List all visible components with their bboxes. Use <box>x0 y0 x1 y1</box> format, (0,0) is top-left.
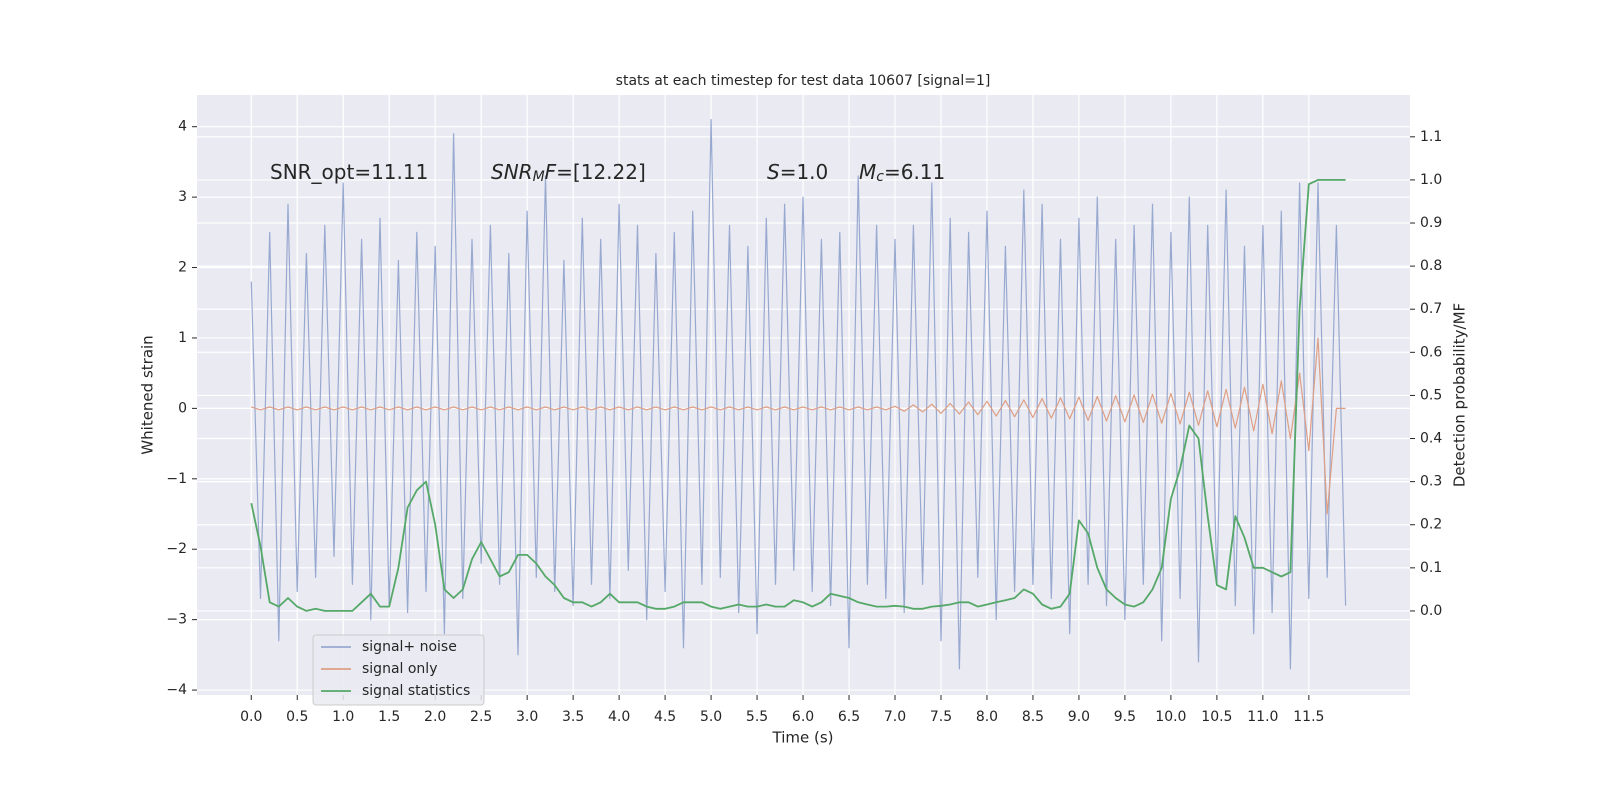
x-tick-label: 0.0 <box>240 709 262 725</box>
x-tick-label: 4.0 <box>608 709 630 725</box>
annotation-part: =6.11 <box>884 160 945 184</box>
series-line <box>250 178 1346 612</box>
y2-tick-label: 0.8 <box>1420 258 1442 274</box>
x-tick-label: 11.0 <box>1247 709 1278 725</box>
legend-label: signal only <box>362 661 437 677</box>
x-tick-label: 1.5 <box>378 709 400 725</box>
annotation-part: c <box>876 169 884 185</box>
annotation: SNR_opt=11.11 <box>270 160 428 184</box>
annotation-part: M <box>859 160 876 184</box>
y2-axis-label: Detection probability/MF <box>1451 303 1469 487</box>
y-tick-label: 1 <box>178 330 187 346</box>
x-tick-label: 2.0 <box>424 709 446 725</box>
annotation-part: SNR <box>491 160 533 184</box>
x-tick-label: 8.5 <box>1022 709 1044 725</box>
legend-label: signal statistics <box>362 683 470 699</box>
x-tick-label: 7.5 <box>930 709 952 725</box>
y2-tick-label: 0.1 <box>1420 560 1442 576</box>
x-tick-label: 3.5 <box>562 709 584 725</box>
y2-tick-label: 0.9 <box>1420 215 1442 231</box>
y2-tick-label: 1.0 <box>1420 172 1442 188</box>
legend-box <box>312 634 485 706</box>
series-line <box>251 337 1346 515</box>
x-axis-label: Time (s) <box>772 729 834 747</box>
legend-label: signal+ noise <box>362 639 457 655</box>
annotation-part: =1.0 <box>780 160 829 184</box>
annotation-part: F <box>545 160 557 184</box>
y-axis-label: Whitened strain <box>139 335 157 454</box>
y-tick-label: −4 <box>166 682 187 698</box>
x-tick-label: 8.0 <box>976 709 998 725</box>
x-tick-label: 5.5 <box>746 709 768 725</box>
y-tick-label: 2 <box>178 260 187 276</box>
chart-title: stats at each timestep for test data 106… <box>616 73 991 89</box>
y-tick-label: −3 <box>166 612 187 628</box>
x-tick-label: 7.0 <box>884 709 906 725</box>
x-tick-label: 6.5 <box>838 709 860 725</box>
x-tick-label: 1.0 <box>332 709 354 725</box>
x-tick-label: 6.0 <box>792 709 814 725</box>
x-tick-label: 0.5 <box>286 709 308 725</box>
annotation-part: M <box>533 169 545 185</box>
y2-tick-label: 0.4 <box>1420 431 1442 447</box>
y2-tick-label: 1.1 <box>1420 129 1442 145</box>
annotation-part: =[12.22] <box>556 160 646 184</box>
annotation: SNRMF=[12.22] <box>491 160 646 185</box>
y-tick-label: −1 <box>166 471 187 487</box>
y2-tick-label: 0.6 <box>1420 344 1442 360</box>
x-tick-label: 5.0 <box>700 709 722 725</box>
series-line <box>250 118 1347 670</box>
y2-tick-label: 0.7 <box>1420 301 1442 317</box>
x-tick-label: 9.5 <box>1114 709 1136 725</box>
annotation-part: SNR_opt=11.11 <box>270 160 428 184</box>
x-tick-label: 10.0 <box>1155 709 1186 725</box>
y2-tick-label: 0.5 <box>1420 387 1442 403</box>
x-tick-label: 3.0 <box>516 709 538 725</box>
y-tick-label: 3 <box>178 189 187 205</box>
y2-tick-label: 0.3 <box>1420 474 1442 490</box>
x-tick-label: 10.5 <box>1201 709 1232 725</box>
annotation-part: S <box>767 160 780 184</box>
y-tick-label: 0 <box>178 400 187 416</box>
x-tick-label: 11.5 <box>1293 709 1324 725</box>
x-tick-label: 2.5 <box>470 709 492 725</box>
x-tick-label: 4.5 <box>654 709 676 725</box>
annotation: S=1.0 <box>767 160 828 184</box>
y2-tick-label: 0.0 <box>1420 603 1442 619</box>
y-tick-label: 4 <box>178 119 187 135</box>
x-tick-label: 9.0 <box>1068 709 1090 725</box>
legend: signal+ noise signal only signal statistic… <box>312 634 485 706</box>
y-tick-label: −2 <box>166 541 187 557</box>
y2-tick-label: 0.2 <box>1420 517 1442 533</box>
annotation: Mc=6.11 <box>859 160 945 185</box>
